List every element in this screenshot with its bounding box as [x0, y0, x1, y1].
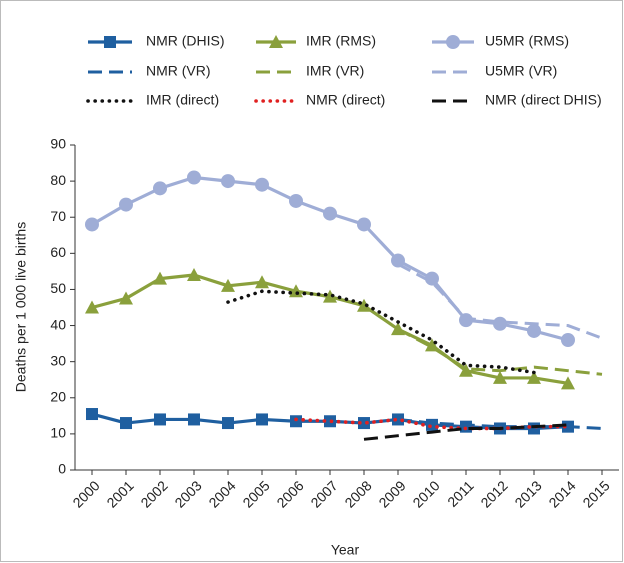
marker: [221, 278, 235, 292]
marker: [187, 268, 201, 281]
marker: [120, 417, 132, 430]
legend-label: NMR (direct): [306, 92, 385, 108]
marker: [154, 413, 166, 426]
marker: [256, 413, 268, 426]
y-tick-label: 80: [50, 172, 66, 188]
y-tick-label: 0: [58, 461, 66, 477]
marker: [527, 323, 541, 338]
marker: [289, 193, 303, 208]
y-tick-label: 10: [50, 425, 66, 441]
legend-label: U5MR (RMS): [485, 33, 569, 49]
marker: [391, 253, 405, 268]
marker: [104, 36, 116, 48]
y-tick-label: 70: [50, 208, 66, 224]
marker: [119, 197, 133, 212]
marker: [255, 177, 269, 192]
marker: [460, 420, 472, 433]
series-line: [363, 423, 569, 441]
legend-label: NMR (VR): [146, 63, 211, 79]
legend-label: U5MR (VR): [485, 63, 557, 79]
x-axis-label: Year: [331, 542, 360, 558]
y-tick-label: 60: [50, 244, 66, 260]
marker: [459, 363, 473, 377]
marker: [561, 333, 575, 347]
marker: [561, 376, 575, 390]
y-tick-label: 30: [50, 352, 66, 368]
marker: [358, 417, 370, 430]
marker: [357, 298, 371, 312]
marker: [493, 316, 507, 331]
marker: [86, 408, 98, 421]
marker: [269, 35, 283, 48]
legend-label: NMR (direct DHIS): [485, 92, 602, 108]
series-line: [397, 262, 603, 340]
y-tick-label: 20: [50, 388, 66, 404]
series-line: [397, 327, 603, 376]
marker: [119, 291, 133, 305]
marker: [425, 271, 439, 286]
marker: [323, 289, 337, 303]
marker: [527, 370, 541, 384]
marker: [153, 181, 167, 196]
marker: [493, 370, 507, 384]
legend-label: IMR (RMS): [306, 33, 376, 49]
marker: [153, 271, 167, 285]
marker: [187, 170, 201, 185]
y-axis-label: Deaths per 1 000 live births: [13, 222, 29, 392]
marker: [85, 217, 99, 232]
series-line: [226, 289, 536, 375]
marker: [426, 418, 438, 431]
y-tick-label: 40: [50, 316, 66, 332]
marker: [85, 300, 99, 314]
marker: [222, 417, 234, 430]
marker: [323, 206, 337, 221]
y-tick-label: 90: [50, 136, 66, 152]
legend-label: NMR (DHIS): [146, 33, 225, 49]
marker: [357, 217, 371, 232]
marker: [221, 174, 235, 189]
marker: [188, 413, 200, 426]
marker: [425, 338, 439, 352]
legend-label: IMR (direct): [146, 92, 219, 108]
series-line: [397, 417, 603, 430]
marker: [289, 284, 303, 298]
y-tick-label: 50: [50, 280, 66, 296]
marker: [255, 275, 269, 289]
marker: [446, 35, 460, 49]
marker: [290, 415, 302, 428]
legend-label: IMR (VR): [306, 63, 364, 79]
